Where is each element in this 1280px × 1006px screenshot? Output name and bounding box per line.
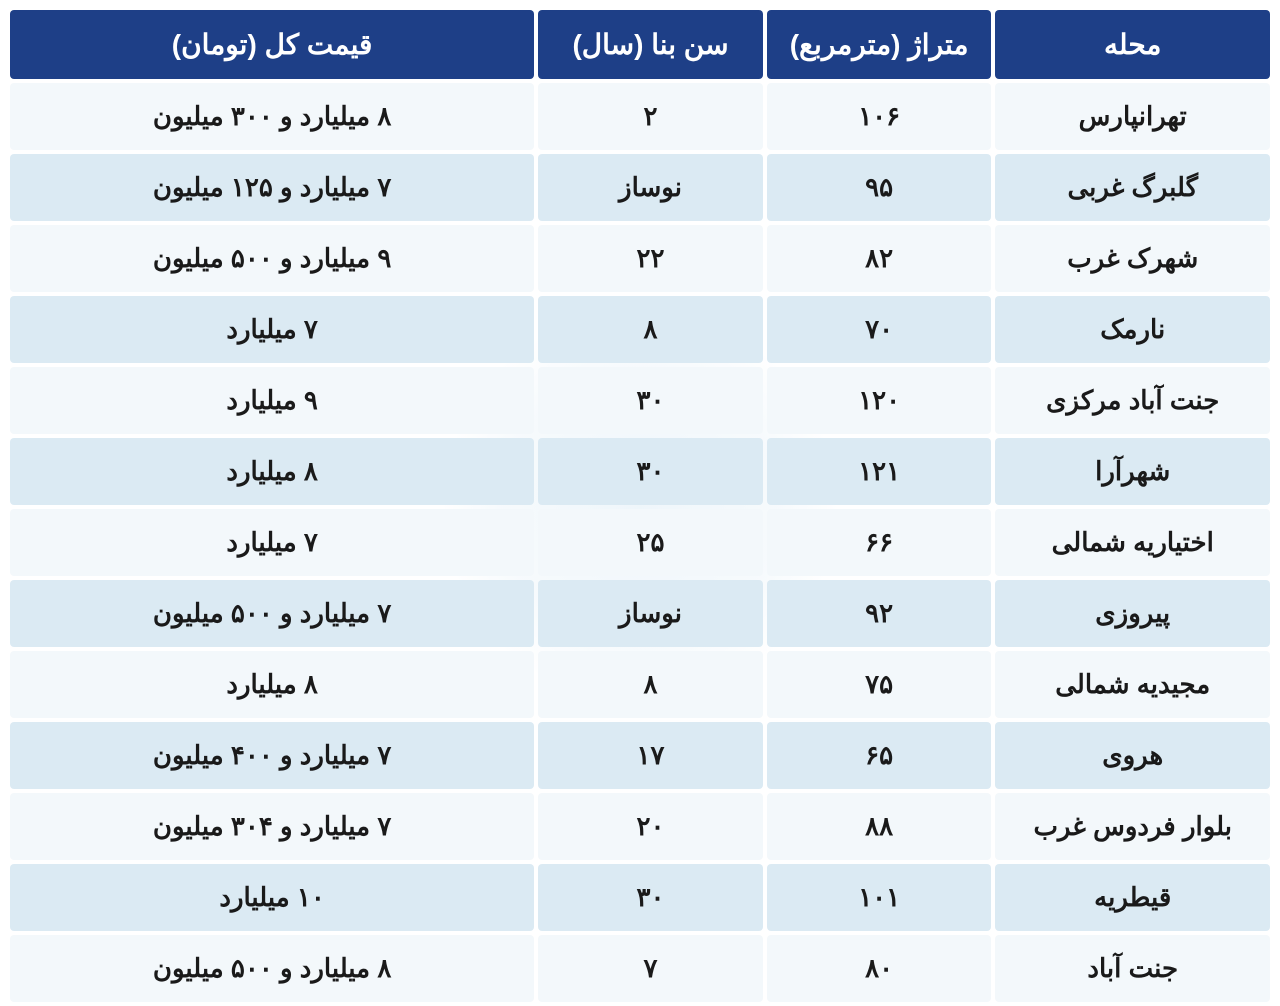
cell-area: ۶۶ — [767, 509, 992, 576]
cell-price: ۸ میلیارد — [10, 651, 534, 718]
table-row: بلوار فردوس غرب ۸۸ ۲۰ ۷ میلیارد و ۳۰۴ می… — [10, 793, 1270, 860]
cell-price: ۹ میلیارد — [10, 367, 534, 434]
cell-age: ۳۰ — [538, 438, 763, 505]
cell-area: ۱۲۱ — [767, 438, 992, 505]
cell-price: ۷ میلیارد و ۱۲۵ میلیون — [10, 154, 534, 221]
table-header-row: محله متراژ (مترمربع) سن بنا (سال) قیمت ک… — [10, 10, 1270, 79]
table-row: مجیدیه شمالی ۷۵ ۸ ۸ میلیارد — [10, 651, 1270, 718]
cell-neighborhood: تهرانپارس — [995, 83, 1270, 150]
cell-neighborhood: قیطریه — [995, 864, 1270, 931]
cell-area: ۸۸ — [767, 793, 992, 860]
cell-area: ۸۰ — [767, 935, 992, 1002]
cell-age: ۲ — [538, 83, 763, 150]
cell-area: ۹۵ — [767, 154, 992, 221]
cell-neighborhood: مجیدیه شمالی — [995, 651, 1270, 718]
table-row: شهرآرا ۱۲۱ ۳۰ ۸ میلیارد — [10, 438, 1270, 505]
cell-price: ۷ میلیارد و ۳۰۴ میلیون — [10, 793, 534, 860]
cell-price: ۷ میلیارد — [10, 509, 534, 576]
cell-age: نوساز — [538, 154, 763, 221]
cell-neighborhood: شهرآرا — [995, 438, 1270, 505]
cell-neighborhood: پیروزی — [995, 580, 1270, 647]
header-area: متراژ (مترمربع) — [767, 10, 992, 79]
cell-area: ۷۵ — [767, 651, 992, 718]
cell-price: ۷ میلیارد — [10, 296, 534, 363]
cell-area: ۱۲۰ — [767, 367, 992, 434]
cell-age: ۸ — [538, 651, 763, 718]
cell-neighborhood: گلبرگ غربی — [995, 154, 1270, 221]
table-row: پیروزی ۹۲ نوساز ۷ میلیارد و ۵۰۰ میلیون — [10, 580, 1270, 647]
cell-price: ۷ میلیارد و ۴۰۰ میلیون — [10, 722, 534, 789]
cell-price: ۸ میلیارد و ۳۰۰ میلیون — [10, 83, 534, 150]
cell-age: ۸ — [538, 296, 763, 363]
cell-price: ۸ میلیارد و ۵۰۰ میلیون — [10, 935, 534, 1002]
cell-age: ۷ — [538, 935, 763, 1002]
cell-neighborhood: شهرک غرب — [995, 225, 1270, 292]
cell-age: ۲۰ — [538, 793, 763, 860]
table-row: قیطریه ۱۰۱ ۳۰ ۱۰ میلیارد — [10, 864, 1270, 931]
cell-neighborhood: هروی — [995, 722, 1270, 789]
cell-price: ۹ میلیارد و ۵۰۰ میلیون — [10, 225, 534, 292]
cell-age: نوساز — [538, 580, 763, 647]
cell-price: ۷ میلیارد و ۵۰۰ میلیون — [10, 580, 534, 647]
table-body: تهرانپارس ۱۰۶ ۲ ۸ میلیارد و ۳۰۰ میلیون گ… — [10, 83, 1270, 1002]
cell-age: ۱۷ — [538, 722, 763, 789]
header-price: قیمت کل (تومان) — [10, 10, 534, 79]
cell-neighborhood: جنت آباد مرکزی — [995, 367, 1270, 434]
table-row: شهرک غرب ۸۲ ۲۲ ۹ میلیارد و ۵۰۰ میلیون — [10, 225, 1270, 292]
cell-age: ۳۰ — [538, 864, 763, 931]
table-row: نارمک ۷۰ ۸ ۷ میلیارد — [10, 296, 1270, 363]
table-row: هروی ۶۵ ۱۷ ۷ میلیارد و ۴۰۰ میلیون — [10, 722, 1270, 789]
cell-price: ۱۰ میلیارد — [10, 864, 534, 931]
cell-area: ۸۲ — [767, 225, 992, 292]
cell-area: ۱۰۱ — [767, 864, 992, 931]
cell-neighborhood: بلوار فردوس غرب — [995, 793, 1270, 860]
cell-age: ۳۰ — [538, 367, 763, 434]
cell-age: ۲۵ — [538, 509, 763, 576]
price-table-container: محله متراژ (مترمربع) سن بنا (سال) قیمت ک… — [6, 6, 1274, 1006]
cell-area: ۷۰ — [767, 296, 992, 363]
cell-age: ۲۲ — [538, 225, 763, 292]
table-row: تهرانپارس ۱۰۶ ۲ ۸ میلیارد و ۳۰۰ میلیون — [10, 83, 1270, 150]
cell-price: ۸ میلیارد — [10, 438, 534, 505]
cell-area: ۶۵ — [767, 722, 992, 789]
table-row: گلبرگ غربی ۹۵ نوساز ۷ میلیارد و ۱۲۵ میلی… — [10, 154, 1270, 221]
header-neighborhood: محله — [995, 10, 1270, 79]
cell-area: ۱۰۶ — [767, 83, 992, 150]
property-price-table: محله متراژ (مترمربع) سن بنا (سال) قیمت ک… — [6, 6, 1274, 1006]
cell-neighborhood: اختیاریه شمالی — [995, 509, 1270, 576]
header-age: سن بنا (سال) — [538, 10, 763, 79]
table-row: اختیاریه شمالی ۶۶ ۲۵ ۷ میلیارد — [10, 509, 1270, 576]
cell-neighborhood: نارمک — [995, 296, 1270, 363]
table-row: جنت آباد مرکزی ۱۲۰ ۳۰ ۹ میلیارد — [10, 367, 1270, 434]
table-row: جنت آباد ۸۰ ۷ ۸ میلیارد و ۵۰۰ میلیون — [10, 935, 1270, 1002]
cell-area: ۹۲ — [767, 580, 992, 647]
cell-neighborhood: جنت آباد — [995, 935, 1270, 1002]
